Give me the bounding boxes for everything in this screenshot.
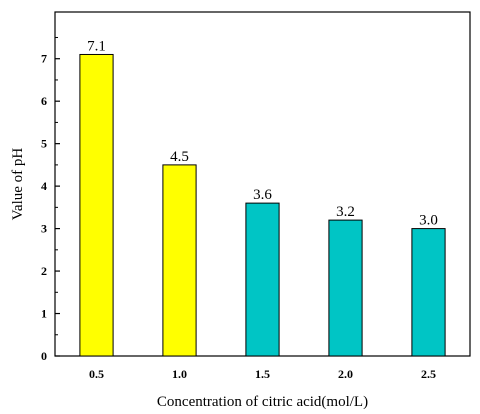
data-label: 3.0 — [419, 213, 438, 229]
bar-2.5 — [411, 228, 446, 357]
bars — [79, 53, 446, 357]
y-tick-label: 5 — [41, 137, 47, 151]
data-label: 3.2 — [336, 204, 355, 220]
y-tick-label: 2 — [41, 264, 47, 278]
y-tick-label: 6 — [41, 94, 47, 108]
x-tick-label: 1.0 — [172, 367, 187, 381]
y-tick-label: 1 — [41, 307, 47, 321]
x-tick-label: 1.5 — [255, 367, 270, 381]
bar-1.0 — [162, 164, 197, 357]
y-tick-label: 0 — [41, 349, 47, 363]
y-tick-label: 3 — [41, 222, 47, 236]
data-label: 4.5 — [170, 149, 189, 165]
y-tick-label: 4 — [41, 179, 47, 193]
y-tick-label: 7 — [41, 52, 47, 66]
y-axis-title: Value of pH — [10, 148, 26, 221]
bar-1.5 — [245, 202, 280, 357]
data-label: 7.1 — [87, 38, 106, 54]
x-tick-label: 2.5 — [421, 367, 436, 381]
y-axis: 0 1 2 3 4 5 6 7 — [41, 36, 60, 363]
data-labels: 7.1 4.5 3.6 3.2 3.0 — [87, 38, 438, 228]
x-axis-title: Concentration of citric acid(mol/L) — [157, 394, 368, 410]
bar-0.5 — [79, 53, 114, 357]
x-tick-label: 2.0 — [338, 367, 353, 381]
bar-2.0 — [328, 219, 363, 357]
data-label: 3.6 — [253, 187, 272, 203]
x-tick-label: 0.5 — [89, 367, 104, 381]
